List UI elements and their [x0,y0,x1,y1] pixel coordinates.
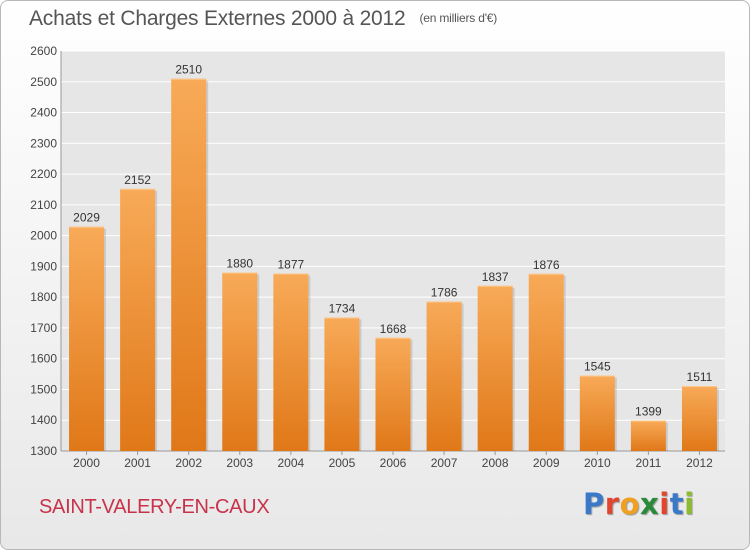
data-label: 2152 [124,173,151,187]
bar-2004 [273,273,309,451]
bar-2009 [528,273,564,451]
x-axis: 2000 2001 2002 2003 2004 2005 2006 2007 2008 2009… [73,451,713,470]
y-tick-label: 2000 [30,229,57,243]
y-tick-label: 2100 [30,198,57,212]
data-label: 1668 [380,322,407,336]
x-tick-label: 2011 [635,456,661,470]
logo-letter: o [619,487,641,521]
x-tick-label: 2010 [584,456,611,470]
y-tick-label: 1900 [30,259,57,273]
x-tick-label: 2004 [277,456,304,470]
y-tick-label: 1300 [30,444,57,458]
data-label: 1877 [277,257,304,271]
x-tick-label: 2003 [226,456,253,470]
data-label: 1545 [584,360,611,374]
logo-letter: t [669,487,685,521]
y-tick-label: 2200 [30,167,57,181]
y-tick-label: 1800 [30,290,57,304]
bar-2006 [375,337,411,451]
x-tick-label: 2000 [73,456,100,470]
bar-2011 [630,420,666,451]
x-tick-label: 2006 [380,456,407,470]
data-labels: 2029 2152 2510 1880 1877 1734 1668 1786 1837 1876… [73,63,712,419]
chart-subtitle: (en milliers d'€) [419,11,498,25]
bars [69,78,719,451]
bar-2003 [222,272,258,451]
bar-2000 [69,226,105,451]
x-tick-label: 2012 [686,456,713,470]
data-label: 1734 [329,301,356,315]
data-label: 1880 [226,257,253,271]
chart-title: Achats et Charges Externes 2000 à 2012 (e… [29,7,497,31]
bar-2005 [324,317,360,451]
data-label: 2029 [73,211,100,225]
logo-letter: x [640,487,660,521]
data-label: 2510 [175,63,202,77]
data-label: 1837 [482,270,509,284]
x-tick-label: 2008 [482,456,509,470]
y-tick-label: 2600 [30,44,57,58]
data-label: 1876 [533,258,560,272]
logo-letter: i [659,487,670,521]
bar-2012 [681,386,717,451]
y-tick-label: 2400 [30,106,57,120]
x-tick-label: 2002 [175,456,202,470]
bar-2010 [579,375,615,451]
bar-2002 [171,78,207,451]
logo-letter: P [583,487,605,521]
y-tick-label: 1700 [30,321,57,335]
data-label: 1399 [635,405,662,419]
x-tick-label: 2009 [533,456,560,470]
y-tick-label: 2500 [30,75,57,89]
logo-letter: i [684,487,695,521]
y-tick-label: 1500 [30,382,57,396]
logo-letter: r [604,487,620,521]
y-tick-label: 1400 [30,413,57,427]
y-tick-label: 1600 [30,352,57,366]
proxiti-logo: Proxiti [583,487,695,521]
data-label: 1786 [431,285,458,299]
bar-2008 [477,285,513,451]
data-label: 1511 [687,370,713,384]
y-tick-label: 2300 [30,136,57,150]
city-name: SAINT-VALERY-EN-CAUX [39,496,270,518]
bar-2007 [426,301,462,451]
x-tick-label: 2005 [329,456,356,470]
x-tick-label: 2007 [431,456,458,470]
bar-2001 [120,188,156,451]
x-tick-label: 2001 [124,456,151,470]
chart-title-text: Achats et Charges Externes 2000 à 2012 [29,7,406,30]
